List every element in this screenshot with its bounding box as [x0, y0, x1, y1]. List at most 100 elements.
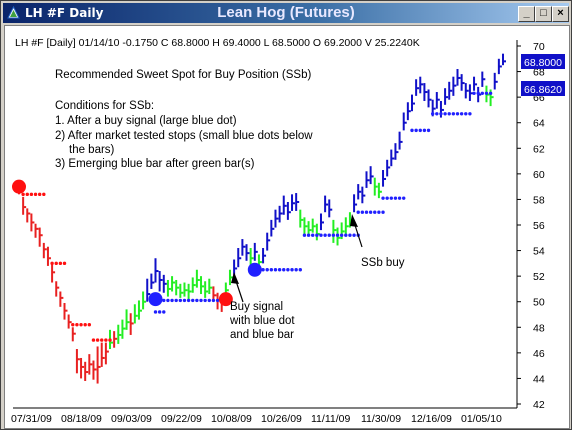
buy-signal-annotation: Buy signal with blue dot and blue bar: [229, 272, 295, 341]
y-tick-label: 46: [533, 348, 545, 360]
stop-dot: [191, 298, 195, 303]
sell-signal-dot: [218, 292, 233, 307]
y-tick-label: 66: [533, 92, 545, 104]
stop-dot: [277, 268, 282, 272]
stop-dot: [25, 192, 29, 197]
stop-dot: [195, 298, 199, 303]
stop-dot: [435, 112, 439, 116]
stop-dot: [472, 91, 476, 96]
stop-dot: [37, 192, 42, 197]
y-axis: 42 44 46 48 50 52 54 56 58 60 62 64 66 68 70: [516, 40, 545, 411]
y-tick-label: 62: [533, 143, 545, 155]
stop-dot: [95, 338, 100, 342]
price-tag-stop-text: 66.8620: [524, 84, 562, 96]
y-tick-label: 48: [533, 322, 545, 334]
stop-dot: [162, 310, 166, 314]
stop-dot: [459, 112, 464, 116]
buy-signal-dot: [148, 292, 163, 307]
stop-dot: [373, 210, 377, 214]
stop-dot: [100, 338, 104, 342]
stop-dot: [455, 112, 460, 116]
chart-window-icon: [7, 6, 20, 19]
stop-dot: [58, 261, 63, 266]
stop-dots: [21, 91, 493, 342]
minimize-button[interactable]: _: [518, 6, 535, 22]
stop-dot: [439, 112, 443, 116]
condition-3: 3) Emerging blue bar after green bar(s): [55, 158, 255, 170]
y-tick-label: 60: [533, 169, 545, 181]
buy-signal-line-2: with blue dot: [229, 315, 295, 327]
buy-signal-dot: [247, 262, 262, 277]
stop-dot: [348, 233, 352, 237]
y-tick-label: 70: [533, 41, 545, 53]
price-tag-close: [521, 54, 565, 69]
stop-dot: [91, 338, 96, 342]
chart-area: 42 44 46 48 50 52 54 56 58 60 62 64 66 68 70 07/31/09 0…: [4, 25, 570, 429]
x-tick-label: 07/31/09: [11, 413, 52, 425]
stop-dot: [33, 192, 38, 197]
stop-dot: [451, 112, 456, 116]
stop-dot: [381, 210, 385, 214]
stop-dot: [71, 323, 75, 327]
stop-dot: [265, 268, 269, 272]
x-tick-label: 12/16/09: [411, 413, 452, 425]
info-box: Recommended Sweet Spot for Buy Position …: [55, 69, 313, 170]
sell-signal-dot: [12, 179, 26, 194]
stop-dot: [426, 128, 431, 133]
stop-dot: [203, 298, 207, 303]
x-tick-label: 09/03/09: [111, 413, 152, 425]
stop-dot: [302, 233, 307, 237]
stop-dot: [269, 268, 274, 272]
stop-dot: [397, 196, 402, 200]
y-tick-label: 58: [533, 194, 545, 206]
conditions-header: Conditions for SSb:: [55, 100, 154, 112]
stop-dot: [331, 233, 336, 237]
window-title: LH #F Daily: [25, 6, 104, 20]
x-tick-label: 11/30/09: [361, 413, 401, 425]
y-tick-label: 54: [533, 246, 545, 258]
price-tag-close-text: 68.8000: [524, 57, 562, 69]
close-button[interactable]: ×: [552, 6, 569, 22]
y-tick-label: 64: [533, 118, 545, 130]
stop-dot: [430, 112, 435, 116]
y-tick-label: 44: [533, 373, 545, 385]
stop-dot: [50, 261, 54, 266]
y-tick-label: 68: [533, 67, 545, 79]
x-axis: 07/31/09 08/18/09 09/03/09 09/22/09 10/08/09…: [11, 407, 517, 425]
stop-dot: [323, 233, 327, 237]
stop-dot: [87, 323, 92, 327]
stop-dot: [157, 310, 162, 314]
stop-dot: [54, 261, 58, 266]
stop-dot: [468, 112, 472, 116]
signal-dots: [12, 179, 262, 307]
stop-dot: [182, 298, 187, 303]
stop-dot: [261, 268, 265, 272]
stop-dot: [211, 298, 216, 303]
arrow-up-icon: [231, 272, 239, 284]
stop-dot: [447, 112, 451, 116]
stop-dot: [410, 128, 414, 133]
stop-dot: [294, 268, 298, 272]
stop-dot: [207, 298, 211, 303]
x-tick-label: 09/22/09: [161, 413, 202, 425]
stop-dot: [464, 112, 468, 116]
title-bar[interactable]: LH #F Daily Lean Hog (Futures) _ □ ×: [3, 3, 569, 23]
buy-signal-line-3: and blue bar: [230, 329, 294, 341]
x-tick-label: 10/08/09: [211, 413, 252, 425]
stop-dot: [484, 91, 489, 96]
stop-dot: [311, 233, 315, 237]
stop-dot: [186, 298, 191, 303]
stop-dot: [170, 298, 174, 303]
stop-dot: [215, 298, 220, 303]
stop-dot: [402, 196, 406, 200]
stop-dot: [319, 233, 323, 237]
stop-dot: [83, 323, 87, 327]
stop-dot: [75, 323, 79, 327]
stop-dot: [422, 128, 427, 133]
stop-dot: [62, 261, 67, 266]
maximize-button[interactable]: □: [535, 6, 552, 22]
stop-dot: [199, 298, 203, 303]
stop-dot: [488, 91, 493, 96]
